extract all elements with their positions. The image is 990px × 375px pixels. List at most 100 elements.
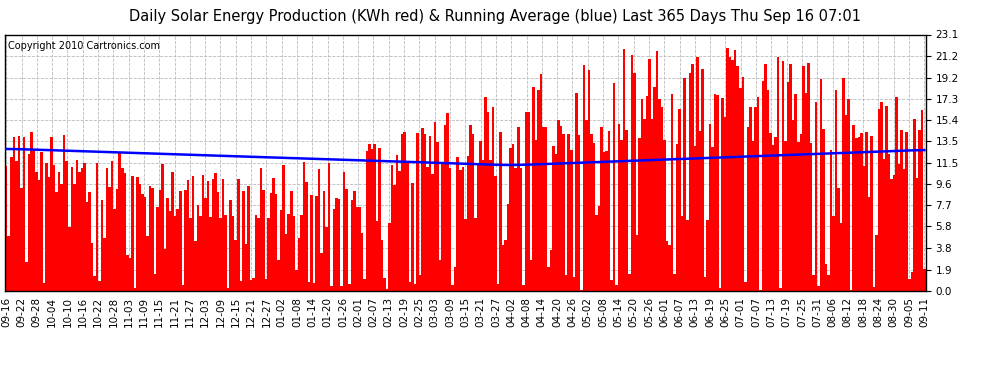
Bar — [567, 134, 570, 291]
Bar — [70, 167, 73, 291]
Bar — [588, 70, 590, 291]
Bar — [459, 170, 461, 291]
Bar — [308, 282, 310, 291]
Bar — [746, 128, 749, 291]
Bar — [742, 76, 744, 291]
Bar — [782, 61, 784, 291]
Bar — [259, 168, 262, 291]
Bar — [820, 79, 823, 291]
Bar — [437, 142, 439, 291]
Bar — [469, 125, 471, 291]
Bar — [515, 168, 517, 291]
Bar — [355, 207, 358, 291]
Bar — [706, 219, 709, 291]
Bar — [434, 122, 437, 291]
Bar — [439, 260, 442, 291]
Bar — [890, 178, 893, 291]
Bar — [908, 279, 911, 291]
Bar — [43, 283, 46, 291]
Bar — [901, 130, 903, 291]
Bar — [893, 175, 895, 291]
Bar — [862, 166, 865, 291]
Bar — [169, 211, 171, 291]
Bar — [176, 209, 179, 291]
Bar — [158, 190, 161, 291]
Bar — [348, 284, 350, 291]
Bar — [570, 150, 572, 291]
Bar — [142, 194, 144, 291]
Bar — [432, 174, 434, 291]
Bar — [562, 135, 565, 291]
Bar — [116, 189, 119, 291]
Bar — [25, 262, 28, 291]
Bar — [658, 99, 660, 291]
Bar — [456, 157, 459, 291]
Bar — [249, 280, 252, 291]
Bar — [582, 65, 585, 291]
Bar — [209, 217, 212, 291]
Bar — [96, 164, 98, 291]
Bar — [151, 188, 153, 291]
Bar — [628, 274, 631, 291]
Bar — [68, 226, 70, 291]
Bar — [98, 280, 101, 291]
Bar — [300, 215, 303, 291]
Bar — [5, 166, 8, 291]
Bar — [414, 284, 416, 291]
Bar — [921, 110, 923, 291]
Bar — [144, 196, 147, 291]
Bar — [833, 216, 835, 291]
Bar — [828, 275, 830, 291]
Bar — [525, 112, 527, 291]
Bar — [267, 218, 270, 291]
Bar — [126, 255, 129, 291]
Bar — [885, 105, 888, 291]
Bar — [78, 172, 80, 291]
Bar — [338, 199, 341, 291]
Bar — [510, 148, 512, 291]
Bar — [220, 218, 222, 291]
Bar — [18, 136, 20, 291]
Bar — [807, 63, 810, 291]
Bar — [593, 143, 595, 291]
Bar — [378, 148, 381, 291]
Bar — [353, 191, 355, 291]
Bar — [264, 279, 267, 291]
Bar — [883, 159, 885, 291]
Bar — [487, 112, 489, 291]
Bar — [676, 144, 678, 291]
Bar — [543, 127, 545, 291]
Bar — [489, 160, 492, 291]
Bar — [156, 207, 158, 291]
Bar — [666, 241, 668, 291]
Bar — [683, 78, 686, 291]
Bar — [769, 133, 772, 291]
Bar — [55, 192, 58, 291]
Bar — [243, 191, 245, 291]
Bar — [906, 132, 908, 291]
Bar — [598, 206, 600, 291]
Bar — [370, 149, 373, 291]
Bar — [305, 182, 308, 291]
Bar — [645, 96, 648, 291]
Bar — [65, 161, 68, 291]
Bar — [275, 194, 277, 291]
Bar — [365, 151, 368, 291]
Bar — [252, 278, 254, 291]
Bar — [650, 118, 653, 291]
Text: Daily Solar Energy Production (KWh red) & Running Average (blue) Last 365 Days T: Daily Solar Energy Production (KWh red) … — [129, 9, 861, 24]
Bar — [802, 66, 805, 291]
Bar — [855, 138, 857, 291]
Bar — [328, 163, 331, 291]
Bar — [870, 135, 872, 291]
Bar — [860, 133, 862, 291]
Bar — [248, 186, 249, 291]
Bar — [189, 219, 192, 291]
Bar — [270, 193, 272, 291]
Bar — [554, 153, 557, 291]
Bar — [732, 60, 734, 291]
Bar — [451, 285, 454, 291]
Bar — [840, 223, 842, 291]
Bar — [540, 74, 543, 291]
Bar — [290, 191, 292, 291]
